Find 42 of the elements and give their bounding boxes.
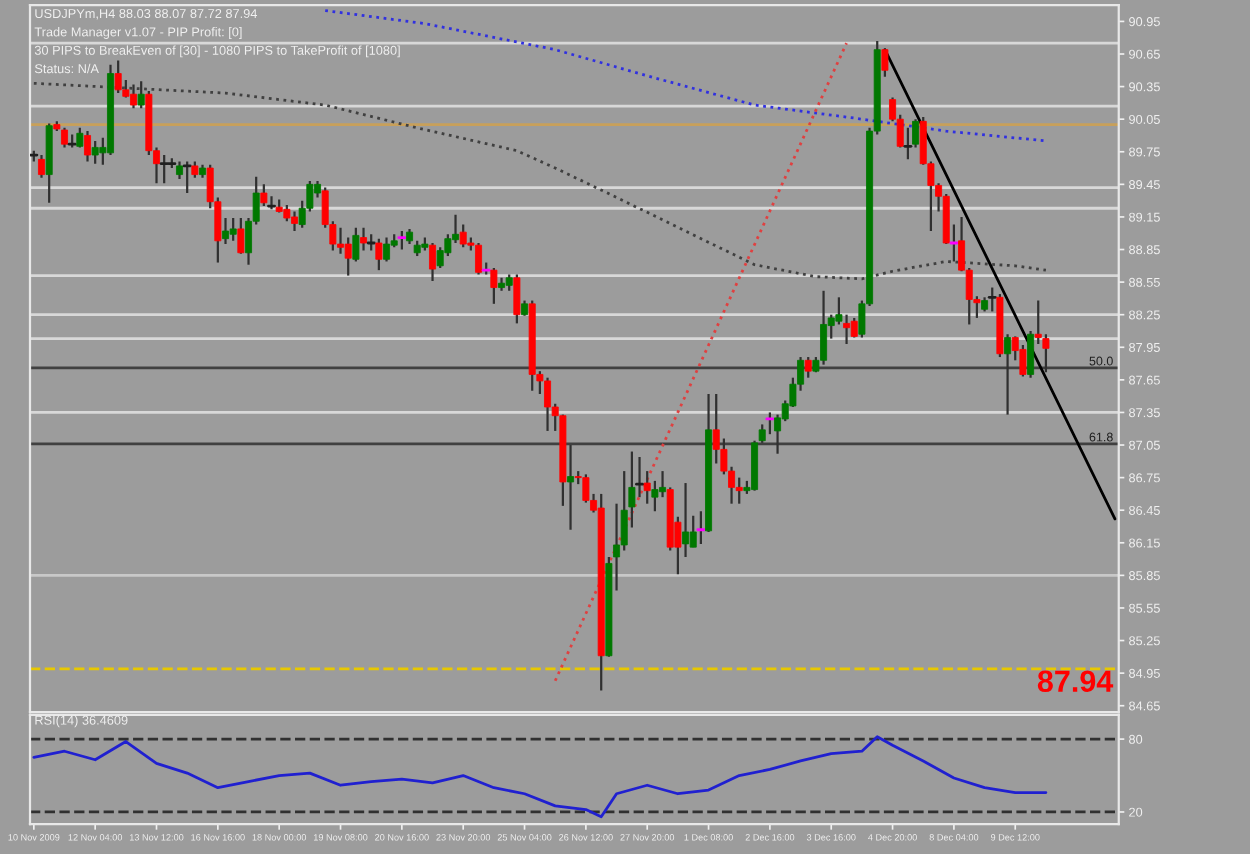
candlestick [820, 289, 828, 366]
candlestick [222, 216, 229, 246]
candlestick [38, 153, 45, 179]
candlestick [237, 216, 245, 255]
candlestick [513, 273, 521, 325]
candlestick [344, 236, 352, 277]
candlestick [114, 59, 122, 95]
candlestick [582, 473, 590, 504]
candlestick [765, 411, 775, 436]
candlestick [84, 130, 91, 163]
candlestick [490, 266, 498, 305]
candlestick [91, 139, 99, 165]
candlestick [881, 47, 889, 78]
candlestick [291, 210, 299, 233]
candlestick [696, 510, 706, 545]
candlestick [682, 481, 690, 559]
candlestick [949, 223, 959, 263]
candlestick [1004, 333, 1012, 416]
candlestick [137, 80, 145, 110]
candlestick [429, 241, 437, 283]
candlestick [182, 160, 192, 195]
candlestick [61, 126, 68, 149]
candlestick [375, 237, 383, 272]
candlestick [337, 226, 345, 255]
candlestick [1019, 343, 1027, 378]
candlestick [360, 226, 368, 252]
line-series [32, 735, 1048, 819]
line-series [32, 81, 1048, 281]
annotation: 87.94 [1037, 670, 1114, 693]
candlestick [229, 216, 237, 242]
candlestick [903, 126, 913, 161]
candlestick [397, 229, 407, 251]
candlestick [260, 183, 268, 208]
candlestick [567, 443, 575, 531]
candlestick [383, 236, 391, 263]
candlestick [651, 479, 659, 513]
candlestick [475, 241, 483, 276]
candlestick [459, 223, 467, 249]
candlestick [130, 83, 137, 110]
candlestick [804, 355, 812, 379]
candlestick [544, 376, 552, 433]
candlestick [159, 153, 169, 185]
